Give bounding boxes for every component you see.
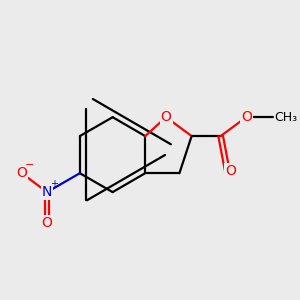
Text: O: O bbox=[241, 110, 252, 124]
Text: O: O bbox=[160, 110, 172, 124]
Text: O: O bbox=[16, 166, 27, 180]
Text: N: N bbox=[42, 185, 52, 199]
Text: +: + bbox=[50, 179, 58, 189]
Text: O: O bbox=[42, 216, 52, 230]
Text: CH₃: CH₃ bbox=[274, 111, 298, 124]
Text: O: O bbox=[225, 164, 236, 178]
Text: −: − bbox=[24, 160, 34, 170]
